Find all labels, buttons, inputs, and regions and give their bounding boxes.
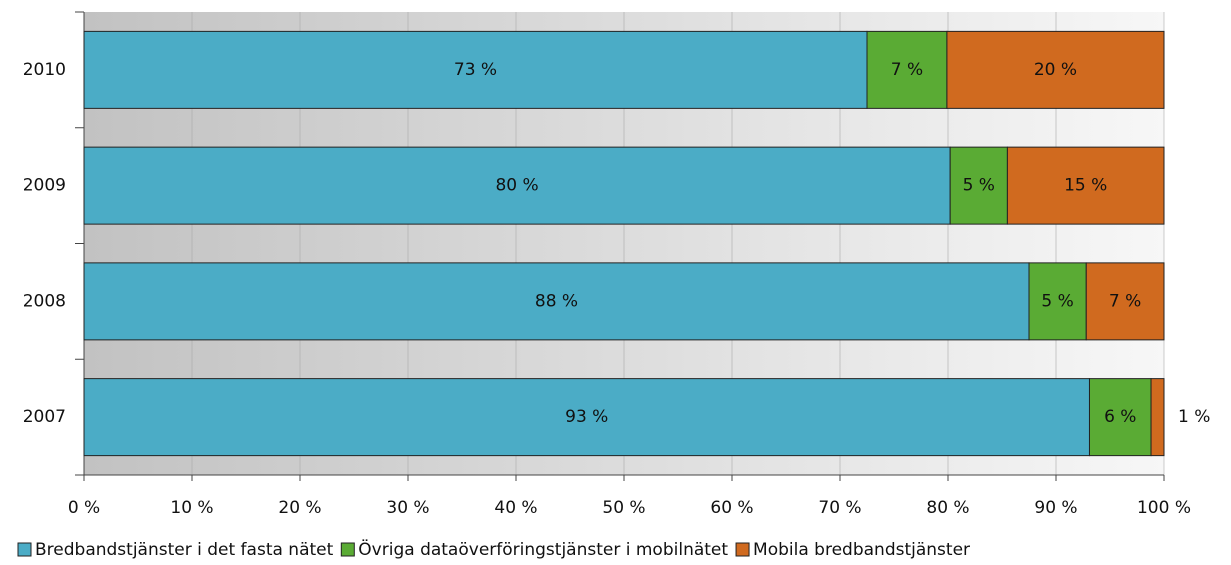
data-label: 80 %: [495, 176, 538, 196]
bar-segment: [1085, 262, 1165, 341]
bar-segment: [1150, 378, 1165, 457]
x-tick-label: 10 %: [170, 498, 213, 518]
y-tick-label: 2009: [23, 176, 66, 196]
x-tick-label: 90 %: [1034, 498, 1077, 518]
bar-segment: [946, 30, 1165, 109]
bar-segment: [1006, 146, 1165, 225]
y-tick-label: 2008: [23, 291, 66, 311]
x-tick-label: 100 %: [1137, 498, 1191, 518]
data-label: 88 %: [535, 291, 578, 311]
bar-segment: [83, 262, 1030, 341]
x-tick-label: 60 %: [710, 498, 753, 518]
legend-swatch: [735, 542, 750, 557]
legend-label: Mobila bredbandstjänster: [753, 540, 970, 560]
x-tick-label: 70 %: [818, 498, 861, 518]
bar-segment: [949, 146, 1008, 225]
x-tick-label: 50 %: [602, 498, 645, 518]
data-label: 7 %: [891, 60, 923, 80]
data-label: 15 %: [1064, 176, 1107, 196]
data-label: 7 %: [1109, 291, 1141, 311]
x-tick-label: 80 %: [926, 498, 969, 518]
data-label: 73 %: [454, 60, 497, 80]
y-tick-label: 2007: [23, 407, 66, 427]
bar-segment: [83, 30, 868, 109]
data-label: 1 %: [1178, 407, 1210, 427]
legend-label: Bredbandstjänster i det fasta nätet: [35, 540, 334, 560]
bar-segment: [866, 30, 948, 109]
data-label: 5 %: [963, 176, 995, 196]
y-tick-label: 2010: [23, 60, 66, 80]
x-tick-label: 0 %: [68, 498, 100, 518]
data-label: 20 %: [1034, 60, 1077, 80]
data-label: 6 %: [1104, 407, 1136, 427]
bar-segment: [1028, 262, 1087, 341]
legend-label: Övriga dataöverföringstjänster i mobilnä…: [358, 538, 728, 560]
legend-swatch: [340, 542, 355, 557]
x-tick-label: 20 %: [278, 498, 321, 518]
bar-segment: [83, 146, 951, 225]
x-tick-label: 40 %: [494, 498, 537, 518]
bar-segment: [1088, 378, 1152, 457]
legend-swatch: [17, 542, 32, 557]
x-tick-label: 30 %: [386, 498, 429, 518]
data-label: 93 %: [565, 407, 608, 427]
data-label: 5 %: [1041, 291, 1073, 311]
